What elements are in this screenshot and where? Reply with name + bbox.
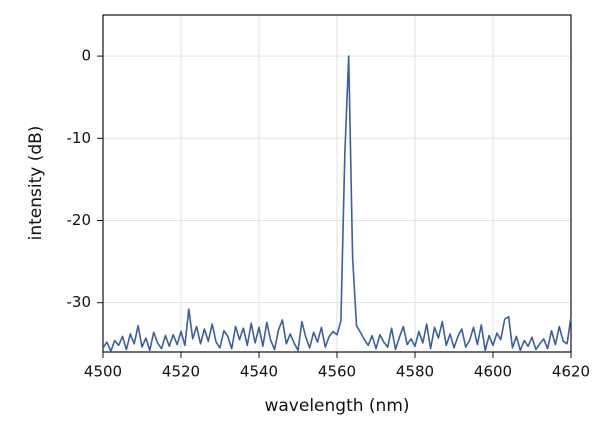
x-tick-label: 4580	[396, 363, 434, 381]
y-axis-label: intensity (dB)	[26, 126, 46, 241]
x-tick-label: 4540	[240, 363, 278, 381]
y-tick-label: 0	[81, 47, 91, 65]
plot-frame	[102, 14, 572, 353]
x-tick-label: 4600	[474, 363, 512, 381]
y-tick-label: -30	[67, 293, 92, 311]
x-tick-label: 4500	[84, 363, 122, 381]
x-tick-label: 4520	[162, 363, 200, 381]
x-axis-label: wavelength (nm)	[264, 396, 409, 416]
x-tick-label: 4560	[318, 363, 356, 381]
data-line	[102, 55, 572, 352]
y-tick-label: -20	[67, 211, 92, 229]
y-tick-label: -10	[67, 129, 92, 147]
x-tick-label: 4620	[552, 363, 590, 381]
